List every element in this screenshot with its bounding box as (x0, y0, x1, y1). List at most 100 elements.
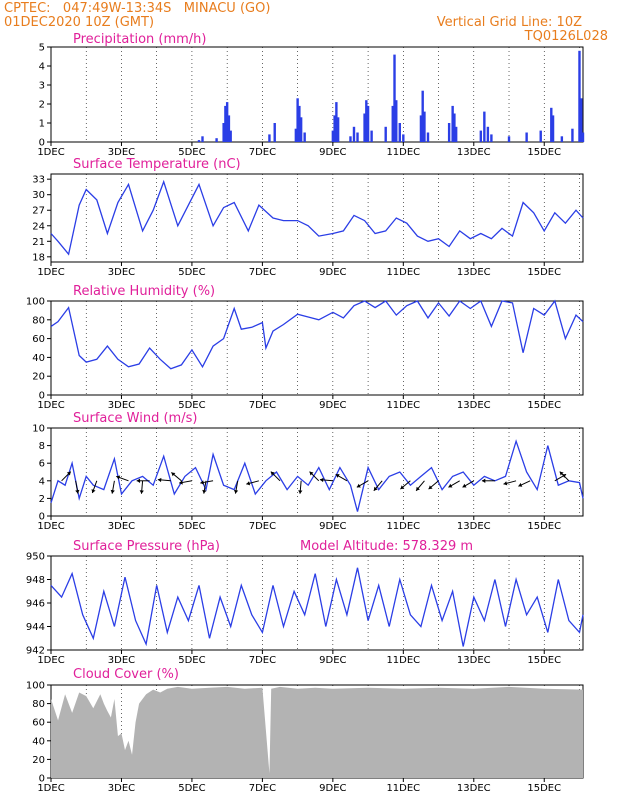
wind-arrow-head (481, 478, 486, 483)
y-tick-label: 20 (32, 372, 45, 383)
x-tick-label: 9DEC (319, 267, 346, 278)
precip-bar (294, 128, 298, 142)
x-tick-label: 7DEC (249, 400, 276, 411)
precip-bar (402, 134, 405, 142)
precip-bar (349, 136, 352, 142)
y-tick-label: 0 (39, 774, 45, 785)
wind-arrow-head (246, 481, 251, 486)
wind-arrow-head (66, 471, 71, 476)
series-line (50, 439, 584, 512)
x-tick-label: 13DEC (457, 783, 491, 794)
panel-title: Surface Wind (m/s) (73, 411, 197, 426)
precip-bar (384, 126, 387, 142)
precip-bar (215, 138, 218, 142)
precip-bar (366, 105, 370, 142)
precip-bar (268, 134, 271, 142)
panel-title: Surface Temperature (nC) (73, 157, 241, 172)
y-tick-label: 6 (39, 459, 45, 470)
x-tick-label: 1DEC (37, 783, 64, 794)
x-tick-label: 13DEC (457, 655, 491, 666)
y-tick-label: 21 (32, 237, 45, 248)
precip-bar (273, 123, 276, 142)
x-tick-label: 11DEC (386, 521, 420, 532)
precip-bar (398, 123, 401, 142)
wind-arrow-head (416, 486, 420, 491)
wind-arrow-head (116, 475, 121, 480)
x-tick-label: 9DEC (319, 655, 346, 666)
precip-bar (222, 123, 225, 142)
y-tick-label: 1 (39, 119, 45, 130)
y-tick-label: 5 (39, 43, 45, 54)
x-tick-label: 3DEC (108, 655, 135, 666)
panel-frame (50, 427, 584, 517)
panel-title: Cloud Cover (%) (73, 667, 179, 682)
precip-bar (479, 130, 483, 142)
y-tick-label: 946 (26, 599, 45, 610)
x-tick-label: 13DEC (457, 400, 491, 411)
y-tick-label: 100 (26, 681, 45, 692)
precip-bar (539, 130, 542, 142)
y-tick-label: 2 (39, 494, 45, 505)
x-tick-label: 15DEC (527, 400, 561, 411)
precip-bar (391, 105, 394, 142)
precip-bar (507, 136, 511, 142)
wind-arrow-head (202, 489, 207, 494)
x-tick-label: 3DEC (108, 147, 135, 158)
panel-title: Precipitation (mm/h) (73, 32, 206, 47)
x-tick-label: 7DEC (249, 783, 276, 794)
y-tick-label: 30 (32, 190, 45, 201)
precip-bar (454, 126, 458, 142)
series-line (50, 299, 584, 370)
wind-arrow-head (298, 490, 303, 494)
precip-bar (303, 132, 306, 142)
x-tick-label: 3DEC (108, 783, 135, 794)
precip-bar (229, 130, 232, 142)
x-tick-label: 1DEC (37, 267, 64, 278)
y-tick-label: 0 (39, 138, 45, 149)
y-tick-label: 40 (32, 736, 45, 747)
wind-arrow-head (139, 490, 144, 494)
y-tick-label: 18 (32, 252, 45, 263)
wind-arrow-head (428, 485, 433, 490)
precip-bar (426, 132, 430, 142)
precip-bar (423, 111, 426, 142)
x-tick-label: 11DEC (386, 655, 420, 666)
x-tick-label: 15DEC (527, 267, 561, 278)
wind-arrow-head (309, 471, 314, 476)
header-date: 01DEC2020 10Z (GMT) (4, 15, 155, 30)
y-tick-label: 40 (32, 353, 45, 364)
x-tick-label: 9DEC (319, 147, 346, 158)
wind-arrow-head (110, 489, 115, 494)
y-tick-label: 4 (39, 62, 45, 73)
x-tick-label: 7DEC (249, 267, 276, 278)
precip-bar (551, 115, 555, 142)
y-tick-label: 24 (32, 221, 45, 232)
y-tick-label: 950 (26, 552, 45, 563)
wind-arrow-head (91, 489, 96, 494)
x-tick-label: 9DEC (319, 783, 346, 794)
precip-bar (550, 107, 553, 142)
precip-bar (296, 98, 299, 142)
precip-bar (451, 105, 454, 142)
precip-bar (299, 117, 303, 142)
precip-bar (227, 115, 231, 142)
y-tick-label: 4 (39, 476, 45, 487)
precip-bar (580, 98, 583, 142)
x-tick-label: 7DEC (249, 147, 276, 158)
series-line (50, 179, 584, 256)
y-tick-label: 2 (39, 100, 45, 111)
wind-arrow-head (171, 472, 176, 477)
precip-bar (486, 126, 490, 142)
wind-arrow-head (233, 489, 239, 494)
panel-title: Surface Pressure (hPa) (73, 539, 220, 554)
x-tick-label: 9DEC (319, 400, 346, 411)
precip-bar (352, 126, 356, 142)
precip-bar (525, 132, 528, 142)
wind-arrow-head (462, 483, 467, 488)
wind-arrow-head (448, 483, 453, 488)
x-tick-label: 5DEC (178, 400, 205, 411)
wind-arrow-head (270, 471, 275, 476)
precip-bar (560, 136, 564, 142)
x-tick-label: 3DEC (108, 267, 135, 278)
